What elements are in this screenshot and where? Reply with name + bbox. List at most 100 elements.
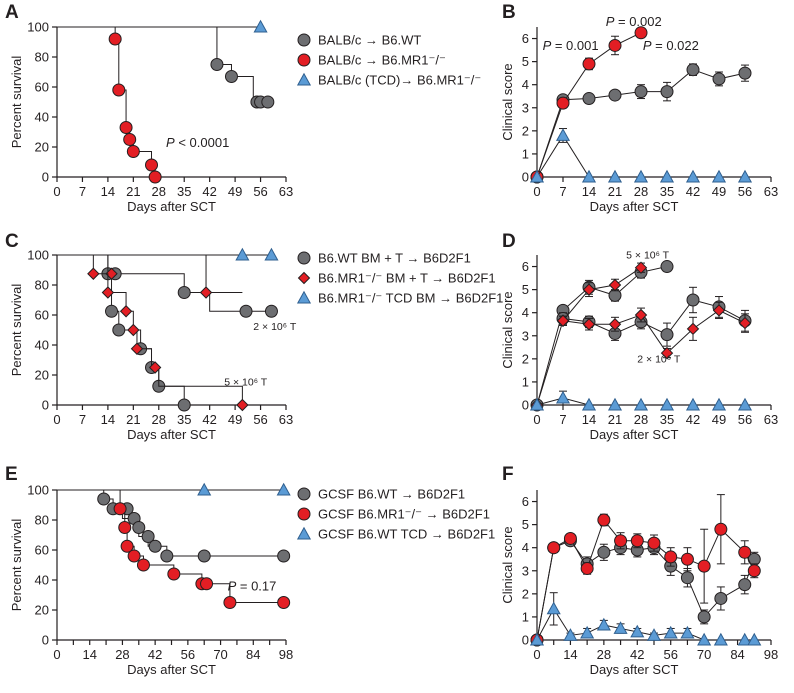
data-point <box>660 260 674 274</box>
x-tick-label: 0 <box>533 647 540 662</box>
panel-label: E <box>5 464 18 485</box>
legend-marker <box>296 290 312 304</box>
data-point <box>608 318 622 331</box>
x-tick-label: 28 <box>634 184 648 199</box>
x-tick-label: 21 <box>608 184 622 199</box>
survival-curve <box>57 26 156 177</box>
x-tick-label: 42 <box>686 184 700 199</box>
panel-C: 0 7 14 21 28 35 42 49 56 63 0 20 40 60 80 100 Days after… <box>5 231 503 442</box>
data-point <box>119 121 133 134</box>
x-tick-label: 28 <box>152 412 166 427</box>
annotation: P = 0.17 <box>228 579 277 594</box>
x-tick-label: 84 <box>730 647 744 662</box>
y-tick-label: 100 <box>27 248 49 263</box>
annotation: 5 × 10⁶ T <box>224 377 268 389</box>
y-tick-label: 6 <box>522 494 529 509</box>
data-point <box>148 170 162 184</box>
data-point <box>711 169 727 183</box>
panel-label: F <box>502 464 514 485</box>
x-axis-label: Days after SCT <box>590 662 679 677</box>
series-blue-4 <box>57 247 279 261</box>
data-point <box>738 66 752 80</box>
y-tick-label: 40 <box>35 573 49 588</box>
data-point <box>197 549 211 563</box>
annotation: 2 × 10⁶ T <box>637 353 681 365</box>
data-point <box>614 534 628 548</box>
data-point <box>747 632 762 646</box>
data-point <box>714 522 728 536</box>
data-point <box>630 624 645 638</box>
data-point <box>555 390 571 404</box>
legend-entry: BALB/c → B6.MR1⁻/⁻ <box>318 53 446 68</box>
x-axis-label: Days after SCT <box>590 427 679 442</box>
y-tick-label: 3 <box>522 100 529 115</box>
legend-entry: B6.MR1⁻/⁻ BM + T → B6D2F1 <box>318 271 496 286</box>
y-tick-label: 5 <box>522 54 529 69</box>
y-tick-label: 20 <box>35 140 49 155</box>
legend-marker <box>297 251 311 265</box>
data-point <box>130 342 144 355</box>
panel-label: D <box>502 231 516 252</box>
data-point <box>200 577 214 591</box>
data-point <box>127 549 141 563</box>
x-tick-label: 28 <box>634 412 648 427</box>
data-point <box>264 304 278 318</box>
x-axis-label: Days after SCT <box>127 427 216 442</box>
legend-entry: BALB/c (TCD)→ B6.MR1⁻/⁻ <box>318 73 481 88</box>
data-point <box>118 521 132 534</box>
data-point <box>633 169 649 183</box>
data-point <box>113 502 127 516</box>
legend-marker <box>297 487 311 501</box>
x-tick-label: 14 <box>82 647 96 662</box>
data-point <box>141 530 155 543</box>
y-tick-label: 2 <box>522 586 529 601</box>
legend-entry: BALB/c → B6.WT <box>318 33 421 48</box>
y-axis-label: Percent survival <box>9 519 24 612</box>
y-tick-label: 6 <box>522 31 529 46</box>
legend-marker <box>297 53 311 67</box>
legend-marker <box>296 526 312 540</box>
x-tick-label: 63 <box>279 412 293 427</box>
x-tick-label: 14 <box>101 184 115 199</box>
series-red-1 <box>57 26 162 184</box>
x-tick-label: 98 <box>764 647 778 662</box>
legend-marker <box>297 271 311 285</box>
series-red-1 <box>57 489 291 609</box>
data-point <box>239 304 253 318</box>
x-tick-label: 63 <box>764 184 778 199</box>
x-tick-label: 7 <box>559 184 566 199</box>
x-tick-label: 28 <box>115 647 129 662</box>
data-point <box>546 601 561 615</box>
data-point <box>236 398 249 412</box>
x-tick-label: 28 <box>597 647 611 662</box>
survival-curve <box>57 254 272 312</box>
data-point <box>145 158 159 172</box>
x-tick-label: 35 <box>660 412 674 427</box>
data-point <box>210 58 224 71</box>
y-axis-label: Clinical score <box>500 63 515 140</box>
x-tick-label: 21 <box>126 184 140 199</box>
panel-label: A <box>5 2 19 23</box>
x-tick-label: 21 <box>608 412 622 427</box>
x-tick-label: 84 <box>246 647 260 662</box>
data-point <box>160 549 174 563</box>
data-point <box>581 169 597 183</box>
x-tick-label: 14 <box>563 647 577 662</box>
data-point <box>613 621 628 634</box>
data-point <box>582 318 596 331</box>
panel-label: B <box>502 2 516 23</box>
data-point <box>101 286 115 299</box>
x-tick-label: 14 <box>582 412 596 427</box>
data-point <box>177 398 191 412</box>
x-axis-label: Days after SCT <box>590 199 679 214</box>
series-blue-2 <box>57 482 291 496</box>
data-point <box>685 169 701 183</box>
data-point <box>686 293 700 307</box>
x-tick-label: 42 <box>148 647 162 662</box>
data-point <box>119 305 133 318</box>
data-point <box>582 92 596 106</box>
data-point <box>663 625 678 639</box>
y-axis-label: Percent survival <box>9 56 24 149</box>
data-point <box>582 283 596 296</box>
